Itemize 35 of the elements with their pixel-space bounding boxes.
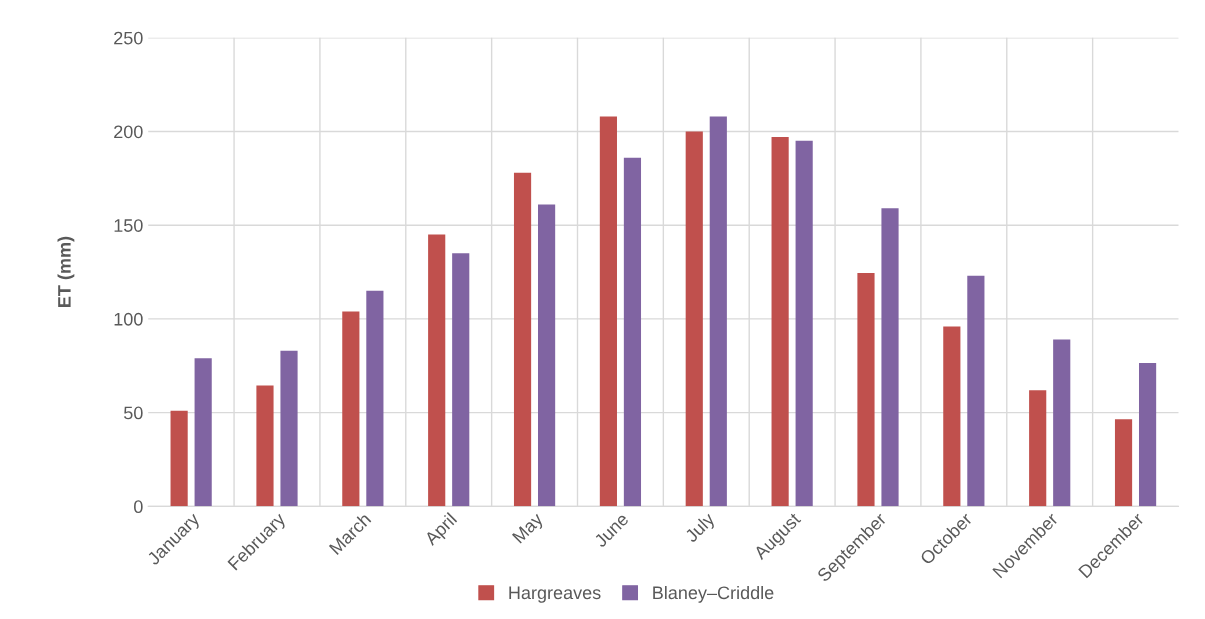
y-tick-label: 50 <box>123 406 143 420</box>
bar <box>967 275 985 507</box>
bar <box>709 116 727 507</box>
y-tick-label: 150 <box>114 219 143 232</box>
legend-label: Blaney–Criddle <box>653 585 774 603</box>
y-axis-title: ET (mm) <box>57 236 75 307</box>
bar <box>1139 362 1157 507</box>
bar <box>366 290 384 507</box>
bar <box>170 410 188 507</box>
x-tick-label: July <box>683 511 719 546</box>
bar <box>857 272 875 507</box>
y-tick-label: 0 <box>134 500 143 514</box>
bar <box>1114 419 1133 507</box>
y-tick-label: 200 <box>114 125 143 139</box>
bar <box>795 140 813 507</box>
y-tick-label: 250 <box>114 31 143 45</box>
bar <box>599 116 617 507</box>
bar <box>256 385 274 507</box>
bar <box>342 311 360 507</box>
bar <box>538 204 556 507</box>
bar <box>1029 390 1047 507</box>
bar <box>428 234 446 507</box>
bar <box>685 131 703 507</box>
legend-label: Hargreaves <box>509 586 601 603</box>
bar <box>280 350 298 507</box>
bar <box>1053 339 1071 507</box>
bar <box>513 172 532 507</box>
bar <box>623 157 642 507</box>
bar <box>452 253 470 507</box>
x-tick-label: May <box>511 511 547 547</box>
bar <box>943 326 961 507</box>
bar <box>881 208 899 507</box>
bar <box>771 137 789 507</box>
y-tick-label: 100 <box>114 312 143 326</box>
bar <box>194 358 212 507</box>
